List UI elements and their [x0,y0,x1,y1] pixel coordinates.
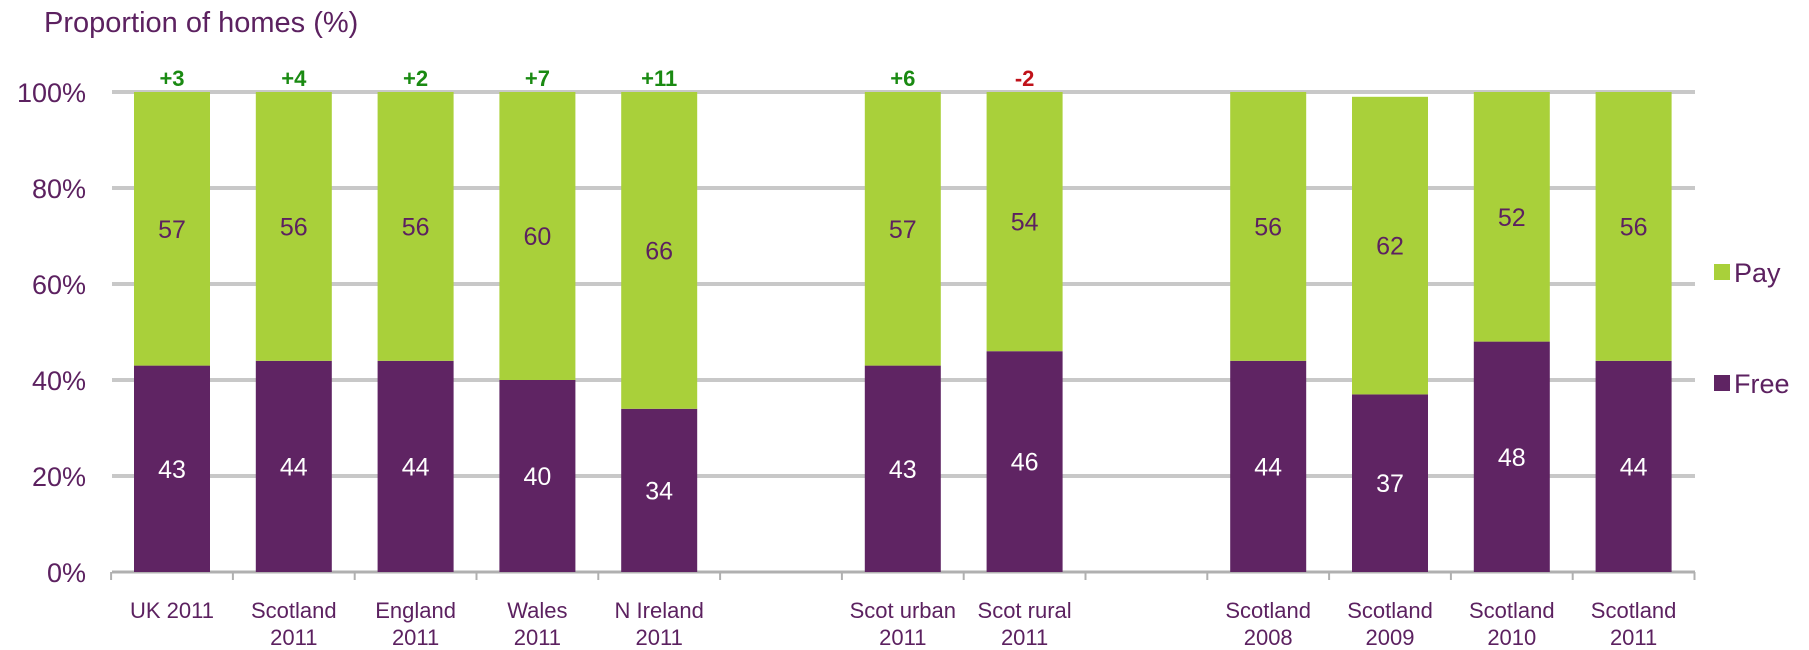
x-tick-label: 2011 [636,625,683,650]
x-tick-label: N Ireland [615,598,704,623]
bar-free [1473,341,1550,572]
bar-free [1595,360,1672,572]
bar-free [377,360,454,572]
legend-swatch-pay [1714,264,1730,280]
data-label-free: 48 [1498,444,1526,472]
change-label: -2 [1015,66,1035,91]
data-label-free: 44 [402,453,430,481]
data-label-pay: 62 [1376,233,1404,261]
bar-pay [499,92,576,380]
data-label-pay: 66 [645,237,673,265]
x-tick-label: Scot urban [850,598,956,623]
data-label-pay: 56 [1620,213,1648,241]
y-tick-label: 0% [47,558,86,588]
data-label-pay: 60 [523,223,551,251]
y-tick-label: 100% [17,78,86,108]
bar-pay [1473,92,1550,342]
change-label: +4 [281,66,307,91]
legend-swatch-free [1714,375,1730,391]
y-axis-ticks: 0% 20% 40% 60% 80% 100% [17,78,86,588]
x-tick-label: Scotland [1591,598,1677,623]
x-tick-label: 2009 [1366,625,1415,650]
bar-free [1352,394,1428,572]
legend-label-free: Free [1734,369,1790,399]
data-label-free: 44 [1620,453,1648,481]
bar-pay [1595,92,1672,361]
x-tick-label: 2011 [392,625,439,650]
legend-label-pay: Pay [1734,258,1781,288]
data-label-free: 43 [158,456,186,484]
bars: 43 57 +3 44 56 +4 44 56 +2 40 60 +7 34 66 +11 43 57 +6 46 5… [134,66,1672,572]
x-tick-label: Scotland [1347,598,1433,623]
data-label-free: 43 [889,456,917,484]
bar-pay [134,92,210,366]
bar-pay [255,92,332,361]
data-label-pay: 57 [889,216,917,244]
data-label-pay: 54 [1011,209,1039,237]
y-tick-label: 40% [32,366,86,396]
data-label-free: 46 [1011,449,1039,477]
x-tick-label: 2011 [879,625,926,650]
x-tick-label: Scotland [251,598,337,623]
data-label-free: 34 [645,477,673,505]
data-label-free: 44 [280,453,308,481]
bar-free [134,365,210,572]
bar-free [986,351,1063,572]
change-label: +7 [525,66,550,91]
data-label-free: 40 [523,463,551,491]
x-tick-label: Scotland [1225,598,1311,623]
bar-pay [986,92,1063,352]
bar-free [1230,360,1307,572]
x-tick-label: Wales [507,598,567,623]
change-label: +11 [641,66,677,91]
bar-free [499,380,576,572]
bar-pay [864,92,941,366]
data-label-pay: 56 [1254,213,1282,241]
x-tick-label: 2011 [270,625,317,650]
bar-pay [1230,92,1307,361]
change-label: +3 [159,66,184,91]
data-label-pay: 52 [1498,204,1526,232]
x-tick-label: 2008 [1244,625,1293,650]
x-tick-label: England [375,598,456,623]
data-label-pay: 56 [402,213,430,241]
x-tick-label: 2011 [1610,625,1657,650]
bar-free [864,365,941,572]
y-tick-label: 80% [32,174,86,204]
x-tick-label: Scot rural [978,598,1072,623]
x-tick-label: 2010 [1487,625,1536,650]
change-label: +2 [403,66,428,91]
data-label-free: 44 [1254,453,1282,481]
data-label-pay: 56 [280,213,308,241]
y-tick-label: 60% [32,270,86,300]
x-tick-label: Scotland [1469,598,1555,623]
change-label: +6 [890,66,915,91]
x-tick-label: 2011 [514,625,561,650]
x-tick-label: 2011 [1001,625,1048,650]
bar-pay [621,92,698,409]
y-tick-label: 20% [32,462,86,492]
x-axis-ticks: UK 2011 Scotland2011England2011Wales2011N… [130,598,1676,650]
legend: Pay Free [1714,258,1790,399]
bar-pay [1352,96,1428,395]
data-label-free: 37 [1376,470,1404,498]
data-label-pay: 57 [158,216,186,244]
bar-pay [377,92,454,361]
bar-free [255,360,332,572]
y-axis-title: Proportion of homes (%) [44,7,358,39]
bar-free [621,408,698,572]
x-tick-label: UK 2011 [130,598,214,623]
